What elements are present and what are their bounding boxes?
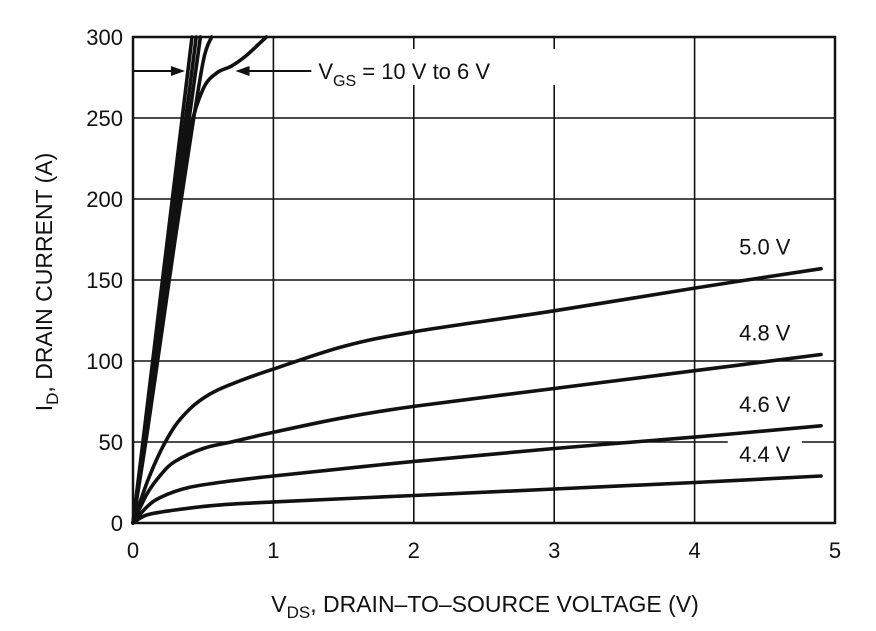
y-tick-label: 100	[86, 349, 123, 374]
x-tick-label: 1	[267, 538, 279, 563]
plot-frame	[131, 35, 837, 525]
x-tick-label: 5	[829, 538, 841, 563]
y-tick-label: 200	[86, 187, 123, 212]
series-line	[131, 424, 823, 525]
annotation-arrowhead-right	[235, 66, 250, 77]
curve-labels: 5.0 V 4.8 V 4.6 V 4.4 V	[727, 233, 802, 470]
x-axis-title: VDS, DRAIN–TO–SOURCE VOLTAGE (V)	[271, 591, 699, 622]
curve-label-background	[727, 390, 802, 419]
vgs-range: = 10 V to 6 V	[356, 59, 490, 84]
y-axis-title-subscript: D	[43, 393, 62, 405]
y-tick-label: 300	[86, 25, 123, 50]
x-tick-label: 2	[408, 538, 420, 563]
y-tick-label: 150	[86, 268, 123, 293]
annotation-arrowhead-left	[170, 66, 185, 77]
vgs-annotation-text: VGS = 10 V to 6 V	[318, 59, 490, 90]
x-tick-label: 3	[548, 538, 560, 563]
x-axis-title-subscript: DS	[287, 603, 311, 622]
vgs-symbol: V	[318, 59, 333, 84]
curve-label: 4.4 V	[739, 442, 791, 467]
x-tick-label: 0	[127, 538, 139, 563]
curve-label: 5.0 V	[739, 235, 791, 260]
annotation-background	[312, 49, 562, 86]
series-line	[131, 266, 823, 525]
curve-label: 4.6 V	[739, 392, 791, 417]
curve-label-background	[727, 233, 802, 262]
vgs-annotation: VGS = 10 V to 6 V	[134, 49, 562, 90]
series-line	[131, 474, 823, 525]
y-tick-label: 50	[99, 430, 123, 455]
vgs-subscript: GS	[333, 73, 356, 90]
curve-label-background	[727, 319, 802, 348]
y-tick-label: 0	[111, 511, 123, 536]
x-tick-label: 4	[688, 538, 700, 563]
curve-label-background	[727, 441, 802, 470]
y-axis-title: ID, DRAIN CURRENT (A)	[31, 153, 62, 411]
series-curves	[131, 35, 823, 525]
curve-label: 4.8 V	[739, 321, 791, 346]
y-tick-label: 250	[86, 106, 123, 131]
series-line	[131, 35, 194, 525]
series-line	[131, 352, 823, 525]
